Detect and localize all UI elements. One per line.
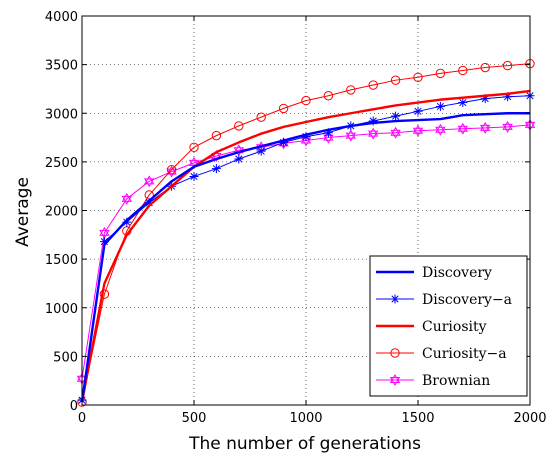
y-axis-title: Average <box>13 177 33 247</box>
y-tick-label: 2000 <box>45 205 78 220</box>
star-marker <box>190 172 199 181</box>
y-tick-label: 500 <box>53 350 78 365</box>
star-marker <box>391 295 400 304</box>
x-tick-label: 1500 <box>401 411 434 426</box>
legend-label: Brownian <box>422 373 490 389</box>
y-tick-label: 3000 <box>45 107 78 122</box>
x-tick-label: 2000 <box>513 411 546 426</box>
x-axis-title: The number of generations <box>188 434 421 454</box>
y-tick-label: 0 <box>70 399 78 414</box>
y-tick-label: 4000 <box>45 10 78 25</box>
x-tick-label: 0 <box>78 411 86 426</box>
x-tick-label: 1000 <box>289 411 322 426</box>
legend-label: Curiosity <box>422 319 487 335</box>
star-marker <box>414 107 423 116</box>
legend-label: Discovery−a <box>422 292 512 308</box>
star-marker <box>458 98 467 107</box>
y-tick-label: 1500 <box>45 253 78 268</box>
x-tick-label: 500 <box>182 411 207 426</box>
legend: Discovery Discovery−a Curiosity Curiosity−a… <box>370 256 527 396</box>
legend-label: Curiosity−a <box>422 346 507 362</box>
star-marker <box>391 112 400 121</box>
legend-label: Discovery <box>422 265 492 281</box>
y-tick-label: 2500 <box>45 156 78 171</box>
star-marker <box>212 164 221 173</box>
y-tick-label: 3500 <box>45 59 78 74</box>
y-tick-label: 1000 <box>45 302 78 317</box>
star-marker <box>436 102 445 111</box>
star-marker <box>234 154 243 163</box>
